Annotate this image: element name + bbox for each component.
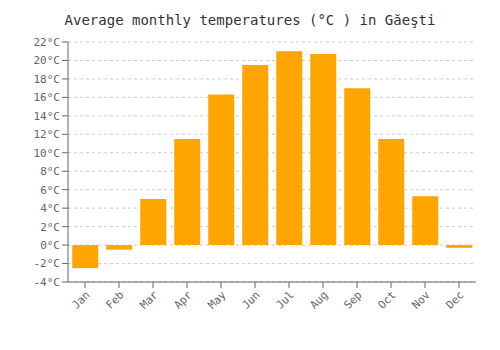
svg-text:18°C: 18°C — [34, 73, 61, 86]
svg-text:0°C: 0°C — [40, 239, 60, 252]
svg-text:Dec: Dec — [443, 288, 466, 311]
svg-text:14°C: 14°C — [34, 110, 61, 123]
svg-text:Aug: Aug — [307, 288, 330, 311]
svg-text:Sep: Sep — [341, 288, 364, 311]
svg-text:6°C: 6°C — [40, 184, 60, 197]
svg-text:12°C: 12°C — [34, 128, 61, 141]
svg-text:10°C: 10°C — [34, 147, 61, 160]
svg-text:-4°C: -4°C — [34, 276, 61, 289]
svg-text:16°C: 16°C — [34, 91, 61, 104]
svg-text:2°C: 2°C — [40, 221, 60, 234]
svg-text:20°C: 20°C — [34, 54, 61, 67]
svg-text:Jan: Jan — [69, 288, 92, 311]
svg-text:Jul: Jul — [273, 288, 296, 311]
svg-text:Mar: Mar — [137, 288, 161, 312]
svg-text:May: May — [205, 288, 229, 312]
svg-text:Jun: Jun — [239, 288, 262, 311]
svg-text:22°C: 22°C — [34, 36, 61, 49]
svg-text:Nov: Nov — [409, 288, 433, 312]
svg-text:Oct: Oct — [375, 288, 398, 311]
svg-text:4°C: 4°C — [40, 202, 60, 215]
svg-text:8°C: 8°C — [40, 165, 60, 178]
svg-text:Apr: Apr — [171, 288, 195, 312]
svg-text:-2°C: -2°C — [34, 257, 61, 270]
html-text:Average monthly temperatures (: Average monthly temperatures (°C ) in Gă… — [64, 12, 436, 28]
svg-text:Feb: Feb — [103, 288, 126, 311]
